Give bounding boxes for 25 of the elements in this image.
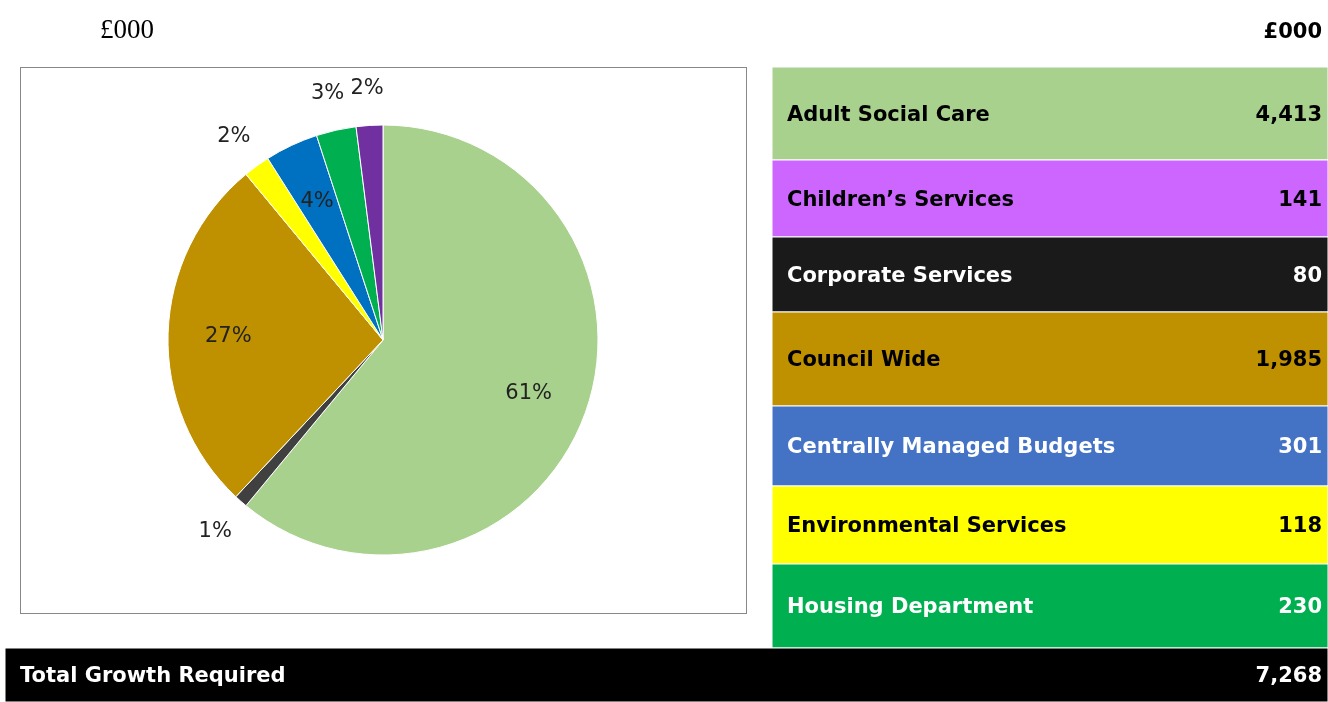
data-label: 80 xyxy=(1292,262,1322,287)
data-label: 118 xyxy=(1278,513,1322,537)
data-label: 301 xyxy=(1278,434,1322,458)
category-label: Adult Social Care xyxy=(787,101,990,126)
data-label: 1% xyxy=(198,518,232,543)
data-label: 61% xyxy=(505,380,552,405)
category-label: Total Growth Required xyxy=(20,663,286,687)
text: £000 xyxy=(1263,19,1322,43)
data-label: 7,268 xyxy=(1255,663,1322,687)
data-label: 4% xyxy=(300,187,334,212)
data-label: 2% xyxy=(350,74,384,99)
chart-title: £000 xyxy=(100,14,154,44)
data-label: 141 xyxy=(1278,186,1322,211)
data-label: 1,985 xyxy=(1255,347,1322,371)
category-label: Centrally Managed Budgets xyxy=(787,434,1116,458)
category-label: Council Wide xyxy=(787,347,941,371)
category-label: Environmental Services xyxy=(787,513,1067,537)
data-label: 27% xyxy=(204,323,252,348)
data-label: 2% xyxy=(217,122,251,147)
data-label: 3% xyxy=(310,80,345,105)
category-label: Housing Department xyxy=(787,594,1034,618)
data-label: 4,413 xyxy=(1255,101,1322,126)
data-label: 230 xyxy=(1278,594,1322,618)
category-label: Children’s Services xyxy=(787,186,1014,211)
category-label: Corporate Services xyxy=(787,262,1013,287)
